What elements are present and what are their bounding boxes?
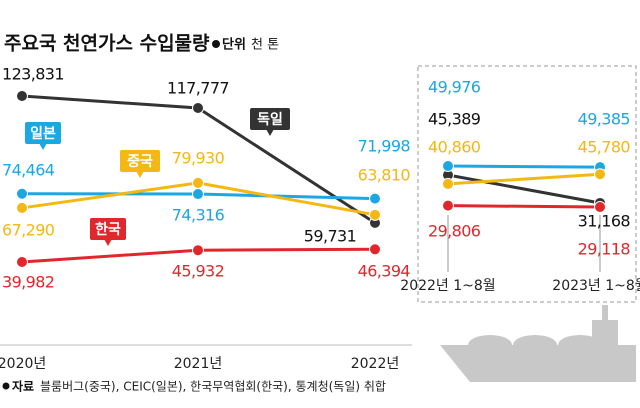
data-point — [16, 90, 28, 102]
data-label: 79,930 — [172, 149, 225, 168]
data-label: 123,831 — [2, 65, 64, 84]
data-point — [192, 176, 204, 189]
data-label: 29,806 — [428, 222, 481, 241]
legend-tag — [120, 150, 160, 172]
x-tick-label: 2022년 1~8월 — [400, 278, 495, 294]
source-label: 자료 — [12, 379, 34, 394]
series-line — [447, 172, 601, 186]
legend-tag — [25, 122, 61, 144]
panel-frame — [417, 65, 637, 303]
x-tick-label: 2022년 — [351, 356, 400, 372]
legend-tag-pointer — [104, 239, 112, 246]
legend-tag — [90, 218, 126, 240]
data-label: 59,731 — [304, 227, 356, 246]
data-label: 46,394 — [358, 262, 411, 281]
unit-bullet — [212, 40, 220, 48]
data-label: 67,290 — [2, 221, 55, 240]
source-bullet — [2, 382, 10, 390]
data-point — [192, 188, 204, 201]
data-point — [442, 177, 454, 190]
data-label: 49,385 — [578, 110, 630, 129]
series-line — [447, 164, 601, 169]
ship — [440, 305, 636, 382]
source: 블룸버그(중국), CEIC(일본), 한국무역협회(한국), 통계청(독일) … — [40, 380, 386, 394]
data-point — [192, 244, 204, 257]
data-point — [442, 199, 454, 212]
legend-tag-pointer — [136, 171, 144, 178]
data-label: 29,118 — [578, 240, 631, 259]
series-line — [447, 204, 601, 209]
data-label: 39,982 — [2, 273, 54, 292]
data-label: 40,860 — [428, 138, 481, 157]
chart-title: 주요국 천연가스 수입물량 — [4, 33, 210, 55]
data-point — [16, 256, 28, 268]
data-label: 45,932 — [172, 262, 224, 281]
data-label: 74,464 — [2, 161, 55, 180]
data-point — [16, 187, 28, 200]
data-point — [369, 243, 381, 256]
data-label: 63,810 — [358, 166, 411, 185]
data-point — [369, 208, 381, 221]
data-point — [369, 192, 381, 205]
data-label: 117,777 — [167, 79, 229, 98]
data-point — [594, 201, 606, 213]
data-label: 74,316 — [172, 206, 225, 225]
legend-label: 일본 — [30, 126, 56, 142]
data-point — [16, 201, 28, 214]
data-point — [442, 160, 454, 172]
legend-tag — [250, 108, 290, 130]
data-label: 45,780 — [578, 138, 631, 157]
data-label: 71,998 — [358, 137, 411, 156]
data-label: 45,389 — [428, 110, 481, 129]
legend-label: 중국 — [127, 154, 153, 170]
legend-tag-pointer — [39, 143, 47, 150]
legend-tag-pointer — [266, 129, 274, 136]
series-line — [447, 173, 601, 205]
unit-label: 단위 — [222, 37, 246, 53]
x-tick-label: 2023년 1~8월 — [552, 278, 640, 294]
legend-label: 한국 — [95, 222, 121, 238]
unit: 천 톤 — [251, 38, 279, 53]
legend-label: 독일 — [257, 112, 283, 128]
x-tick-label: 2020년 — [0, 356, 46, 372]
data-point — [594, 168, 606, 181]
data-point — [192, 101, 204, 114]
data-label: 49,976 — [428, 78, 481, 97]
x-tick-label: 2021년 — [174, 356, 223, 372]
data-label: 31,168 — [578, 212, 631, 231]
